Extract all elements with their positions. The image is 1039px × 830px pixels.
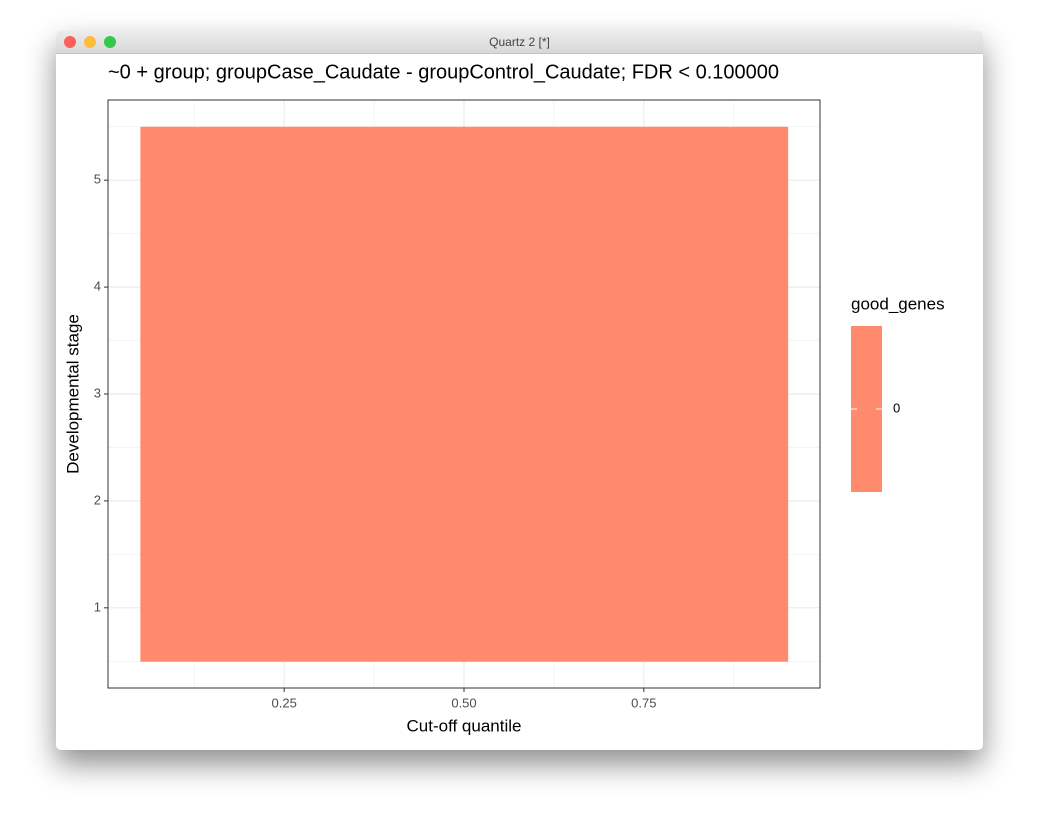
close-button[interactable]: [64, 36, 76, 48]
minimize-button[interactable]: [84, 36, 96, 48]
tile: [643, 340, 717, 448]
tile: [212, 126, 285, 235]
tile: [356, 340, 429, 448]
tile: [643, 233, 717, 342]
tile: [428, 126, 501, 235]
tile: [499, 233, 573, 342]
tile: [499, 340, 573, 448]
tile: [715, 447, 789, 555]
tile: [140, 340, 213, 448]
tile: [212, 233, 285, 342]
window: Quartz 2 [*] 0.25 0.50 0.75 1 2 3 4 5 ~0 + group…: [56, 31, 983, 750]
tile: [715, 554, 789, 662]
tile: [212, 447, 285, 555]
y-tick-label: 5: [94, 172, 101, 187]
tile: [356, 554, 429, 662]
zoom-button[interactable]: [104, 36, 116, 48]
tile: [356, 233, 429, 342]
y-tick-label: 1: [94, 599, 101, 614]
tile: [284, 447, 357, 555]
tile: [428, 233, 501, 342]
y-tick-label: 4: [94, 279, 101, 294]
tile: [356, 126, 429, 235]
tile: [571, 126, 645, 235]
tile: [715, 340, 789, 448]
chart-title: ~0 + group; groupCase_Caudate - groupCon…: [108, 61, 779, 83]
x-tick-label: 0.75: [631, 695, 656, 710]
tile: [643, 554, 717, 662]
tile: [140, 233, 213, 342]
tile: [643, 126, 717, 235]
tile: [356, 447, 429, 555]
tile: [571, 340, 645, 448]
tile: [284, 340, 357, 448]
tile: [499, 447, 573, 555]
tile: [140, 447, 213, 555]
x-tick-label: 0.50: [451, 695, 476, 710]
legend-title: good_genes: [851, 294, 945, 313]
tile: [571, 447, 645, 555]
tile: [212, 554, 285, 662]
tile: [284, 126, 357, 235]
tile: [571, 554, 645, 662]
y-tick-label: 2: [94, 492, 101, 507]
tile: [715, 233, 789, 342]
y-tick-label: 3: [94, 385, 101, 400]
tile: [643, 447, 717, 555]
chart: 0.25 0.50 0.75 1 2 3 4 5 ~0 + group; groupCase_C…: [63, 61, 945, 735]
tile: [428, 447, 501, 555]
legend-label: 0: [893, 400, 900, 415]
window-title: Quartz 2 [*]: [489, 35, 550, 49]
tile: [284, 233, 357, 342]
panel-border: [107, 99, 821, 689]
tile: [428, 340, 501, 448]
x-tick-label: 0.25: [272, 695, 297, 710]
tile: [571, 233, 645, 342]
y-axis-title: Developmental stage: [63, 314, 82, 474]
title-bar: Quartz 2 [*]: [56, 31, 983, 54]
tile: [284, 554, 357, 662]
tile: [715, 126, 789, 235]
tile: [499, 554, 573, 662]
x-axis-title: Cut-off quantile: [407, 716, 522, 735]
tile: [212, 340, 285, 448]
tile: [140, 554, 213, 662]
tile: [499, 126, 573, 235]
tile: [140, 126, 213, 235]
tile: [428, 554, 501, 662]
